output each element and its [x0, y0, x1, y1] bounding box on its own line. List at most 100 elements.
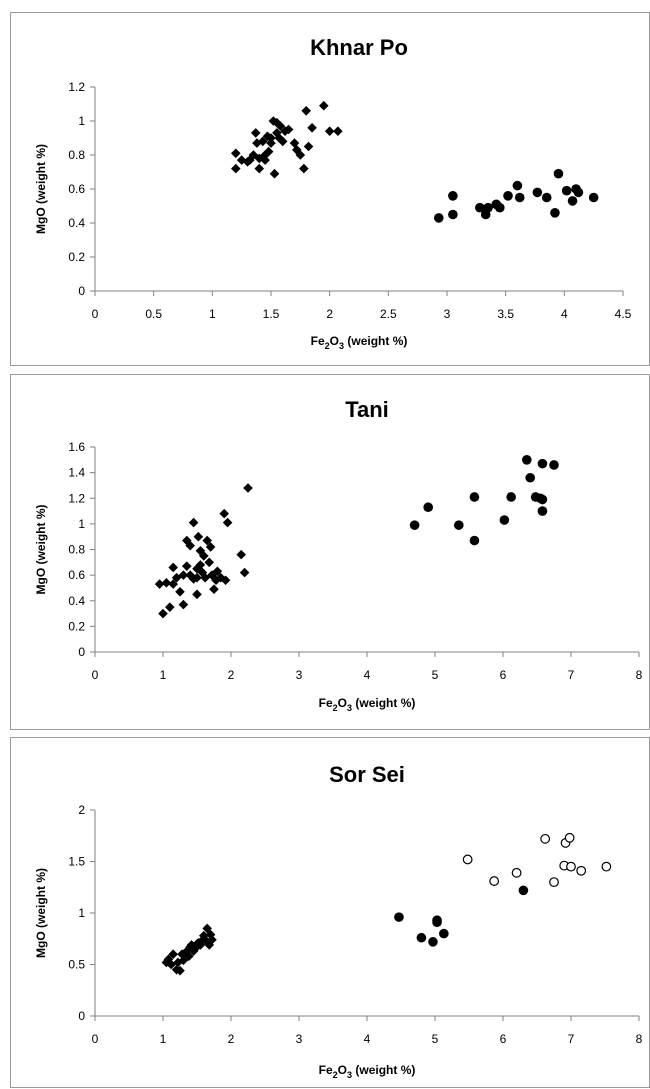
- x-tick-label: 8: [636, 1032, 643, 1046]
- x-tick-label: 3.5: [497, 307, 514, 321]
- filled-circle-point: [573, 187, 584, 198]
- filled-circle-point: [394, 912, 404, 922]
- x-tick-label: 0.5: [145, 307, 162, 321]
- x-tick-label: 2: [228, 1032, 235, 1046]
- filled-circle-point: [448, 191, 458, 201]
- x-tick-label: 1: [160, 668, 167, 682]
- x-tick-label: 0: [92, 307, 99, 321]
- diamond-point: [266, 133, 276, 143]
- y-axis-label: MgO (weight %): [34, 505, 48, 595]
- diamond-point: [175, 965, 185, 976]
- x-tick-label: 6: [500, 1032, 507, 1046]
- x-axis-label: Fe2O3 (weight %): [319, 696, 416, 713]
- x-axis-label-mid: O: [338, 1063, 347, 1077]
- x-tick-label: 4: [364, 1032, 371, 1046]
- x-tick-label: 7: [568, 668, 575, 682]
- diamond-point: [269, 168, 280, 179]
- diamond-point: [252, 138, 262, 148]
- diamond-point: [188, 517, 199, 528]
- diamond-point: [175, 586, 185, 597]
- x-axis-label-sub1: 2: [325, 341, 330, 351]
- diamond-point: [193, 531, 204, 542]
- diamond-point: [319, 100, 329, 111]
- filled-circle-point: [469, 535, 480, 546]
- filled-circle-point: [537, 458, 548, 469]
- filled-circle-point: [537, 506, 548, 516]
- diamond-point: [168, 562, 178, 573]
- diamond-point: [190, 943, 201, 953]
- diamond-point: [277, 136, 288, 147]
- x-tick-label: 4.5: [615, 307, 632, 321]
- y-tick-label: 1.5: [68, 855, 85, 869]
- open-circle-point: [540, 833, 551, 844]
- x-axis-label-sub2: 3: [347, 1070, 352, 1080]
- diamond-point: [243, 483, 253, 493]
- open-circle-point: [462, 854, 473, 865]
- y-tick-label: 0.2: [68, 250, 85, 264]
- filled-circle-point: [423, 502, 434, 513]
- diamond-point: [263, 146, 274, 157]
- diamond-point: [266, 138, 276, 148]
- x-tick-label: 3: [444, 307, 451, 321]
- x-axis-label: Fe2O3 (weight %): [319, 1063, 416, 1080]
- y-tick-label: 0.6: [68, 182, 85, 196]
- diamond-point: [283, 124, 294, 135]
- diamond-point: [192, 589, 202, 600]
- x-tick-label: 4: [364, 668, 371, 682]
- x-tick-label: 5: [432, 668, 439, 682]
- diamond-point: [299, 163, 309, 174]
- filled-circle-point: [532, 187, 543, 198]
- y-tick-label: 1.4: [68, 466, 85, 480]
- diamond-point: [324, 126, 335, 136]
- chart-title: Tani: [345, 397, 389, 422]
- filled-circle-point: [506, 492, 516, 502]
- x-tick-label: 2.5: [380, 307, 397, 321]
- y-tick-label: 0: [78, 284, 85, 298]
- open-circle-point: [489, 876, 500, 886]
- x-axis-label-mid: O: [330, 334, 339, 348]
- diamond-point: [250, 128, 261, 138]
- y-tick-label: 0.5: [68, 958, 85, 972]
- x-tick-label: 0: [92, 1032, 99, 1046]
- diamond-point: [333, 126, 343, 136]
- x-axis-label-mid: O: [338, 696, 347, 710]
- diamond-point: [272, 128, 282, 138]
- open-circle-point: [549, 877, 559, 888]
- y-tick-label: 0.4: [68, 594, 85, 608]
- y-tick-label: 2: [78, 803, 85, 817]
- diamond-point: [219, 508, 229, 519]
- y-tick-label: 1: [78, 517, 85, 531]
- chart-panel-khnar-po: Khnar Po 0 0.5 1 1.5 2 2.5 3 3.5 4 4.5 0 0.2 0.4 0.6 0.…: [10, 12, 650, 366]
- diamond-point: [168, 949, 178, 959]
- filled-circle-point: [432, 917, 442, 928]
- chart-title: Sor Sei: [329, 762, 405, 787]
- filled-circle-point: [454, 520, 464, 530]
- open-circle-point: [576, 865, 587, 876]
- x-axis-label-pre: Fe: [319, 1063, 333, 1077]
- diamond-point: [248, 150, 259, 160]
- y-tick-label: 1.2: [68, 491, 85, 505]
- diamond-point: [199, 930, 209, 941]
- x-axis-label-pre: Fe: [311, 334, 325, 348]
- diamond-point: [301, 106, 311, 116]
- diamond-point: [178, 599, 189, 610]
- x-tick-label: 2: [228, 668, 235, 682]
- x-tick-label: 5: [432, 1032, 439, 1046]
- filled-circle-point: [537, 494, 548, 505]
- filled-circle-point: [409, 520, 420, 530]
- x-axis-label-pre: Fe: [319, 696, 333, 710]
- diamond-point: [165, 602, 175, 612]
- x-axis-label: Fe2O3 (weight %): [311, 334, 408, 351]
- open-circle-point: [566, 861, 576, 872]
- diamond-point: [158, 608, 168, 619]
- y-tick-label: 1: [78, 114, 85, 128]
- y-tick-label: 0.8: [68, 148, 85, 162]
- y-tick-label: 1.6: [68, 440, 85, 454]
- x-tick-label: 2: [326, 307, 333, 321]
- filled-circle-point: [514, 192, 525, 203]
- chart-title: Khnar Po: [310, 35, 408, 60]
- chart-panel-sor-sei: Sor Sei 0 1 2 3 4 5 6 7 8 0 0.5 1 1.5 2 MgO (weight %) F…: [10, 737, 650, 1088]
- x-tick-label: 1.5: [263, 307, 280, 321]
- filled-circle-point: [503, 191, 513, 201]
